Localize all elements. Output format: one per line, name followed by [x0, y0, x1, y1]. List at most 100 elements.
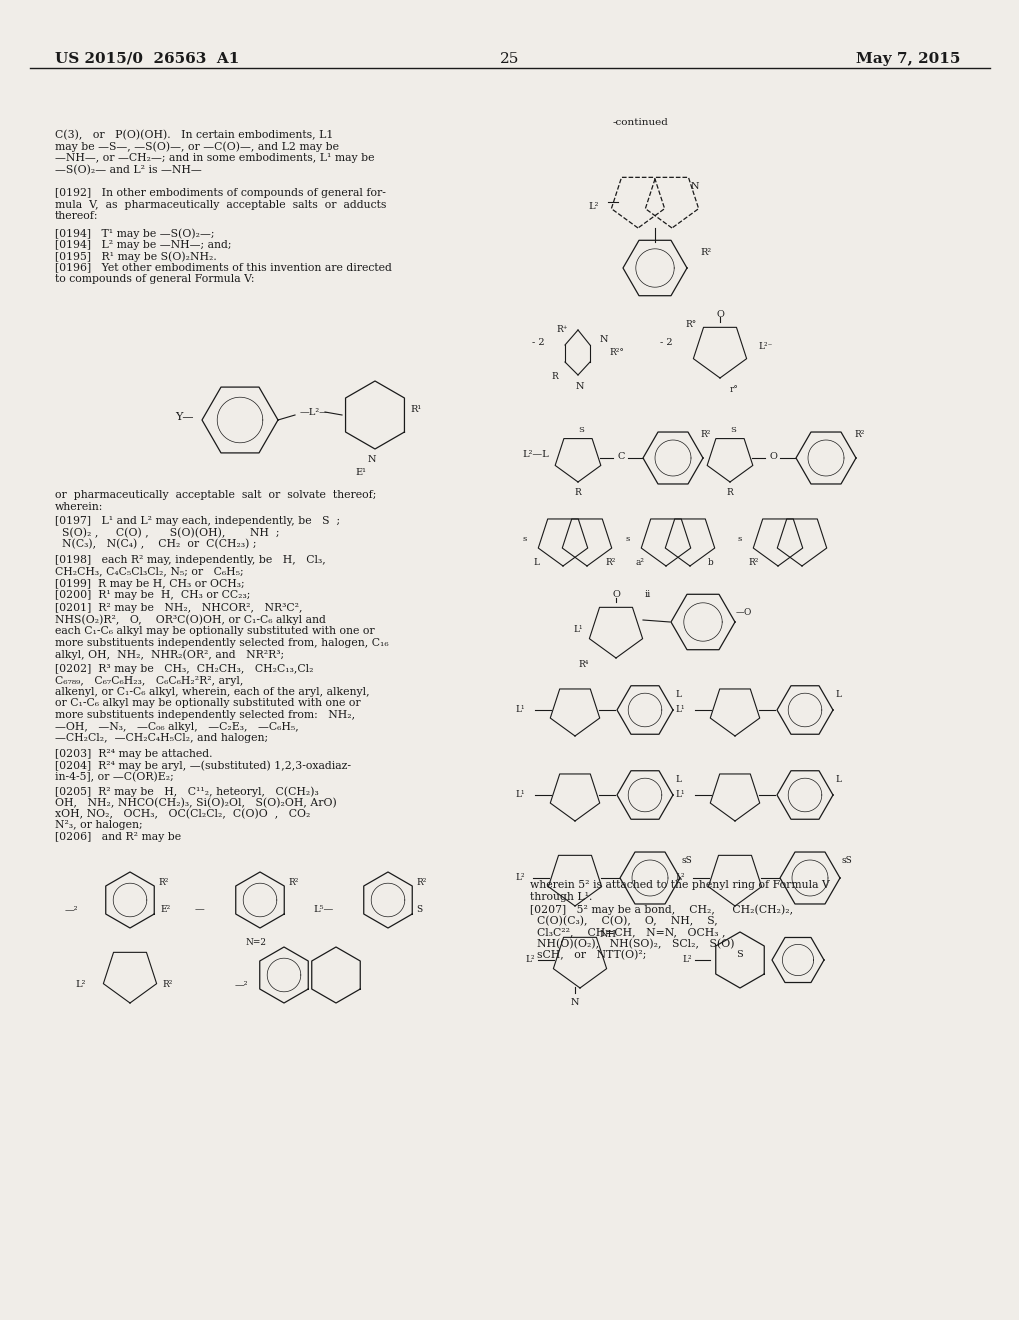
- Text: R²: R²: [158, 878, 168, 887]
- Text: —NH—, or —CH₂—; and in some embodiments, L¹ may be: —NH—, or —CH₂—; and in some embodiments,…: [55, 153, 374, 162]
- Text: sS: sS: [682, 855, 692, 865]
- Text: L¹: L¹: [675, 789, 684, 799]
- Text: s: s: [738, 535, 742, 543]
- Text: wherein 5² is attached to the phenyl ring of Formula V: wherein 5² is attached to the phenyl rin…: [530, 880, 829, 890]
- Text: US 2015/0  26563  A1: US 2015/0 26563 A1: [55, 51, 239, 66]
- Text: sCH,   or   NTT(O)²;: sCH, or NTT(O)²;: [530, 950, 646, 961]
- Text: L²⁻: L²⁻: [757, 342, 771, 351]
- Text: R²: R²: [416, 878, 426, 887]
- Text: N: N: [690, 182, 699, 191]
- Text: R²: R²: [287, 878, 299, 887]
- Text: NHS(O₂)R²,   O,    OR³C(O)OH, or C₁-C₆ alkyl and: NHS(O₂)R², O, OR³C(O)OH, or C₁-C₆ alkyl …: [55, 615, 325, 626]
- Text: O: O: [715, 310, 723, 319]
- Text: —O: —O: [736, 609, 752, 616]
- Text: [0194]   T¹ may be —S(O)₂—;: [0194] T¹ may be —S(O)₂—;: [55, 228, 214, 239]
- Text: —: —: [195, 906, 205, 913]
- Text: alkyl, OH,  NH₂,  NHR₂(OR², and   NR²R³;: alkyl, OH, NH₂, NHR₂(OR², and NR²R³;: [55, 649, 284, 660]
- Text: [0202]  R³ may be   CH₃,  CH₂CH₃,   CH₂C₁₃,Cl₂: [0202] R³ may be CH₃, CH₂CH₃, CH₂C₁₃,Cl₂: [55, 664, 313, 675]
- Text: R°: R°: [685, 319, 696, 329]
- Text: S: S: [416, 906, 422, 913]
- Text: [0195]   R¹ may be S(O)₂NH₂.: [0195] R¹ may be S(O)₂NH₂.: [55, 251, 217, 261]
- Text: through L¹.: through L¹.: [530, 891, 592, 902]
- Text: or C₁-C₆ alkyl may be optionally substituted with one or: or C₁-C₆ alkyl may be optionally substit…: [55, 698, 361, 709]
- Text: NH: NH: [599, 931, 616, 939]
- Text: ii: ii: [644, 590, 650, 599]
- Text: S: S: [730, 426, 735, 434]
- Text: N=2: N=2: [246, 939, 266, 946]
- Text: L²: L²: [588, 202, 598, 211]
- Text: C₆₇₈₉,   C₆₇C₆H₂₃,   C₆C₆H₂²R², aryl,: C₆₇₈₉, C₆₇C₆H₂₃, C₆C₆H₂²R², aryl,: [55, 676, 244, 685]
- Text: —²: —²: [65, 906, 78, 913]
- Text: C: C: [618, 451, 625, 461]
- Text: L: L: [835, 775, 841, 784]
- Text: [0200]  R¹ may be  H,  CH₃ or CC₂₃;: [0200] R¹ may be H, CH₃ or CC₂₃;: [55, 590, 250, 601]
- Text: R²°: R²°: [608, 348, 624, 356]
- Text: L¹: L¹: [515, 789, 524, 799]
- Text: [0205]  R² may be   H,   C¹¹₂, heteoryl,   C(CH₂)₃: [0205] R² may be H, C¹¹₂, heteoryl, C(CH…: [55, 785, 319, 796]
- Text: L: L: [675, 690, 681, 700]
- Text: s: s: [523, 535, 527, 543]
- Text: C(3),   or   P(O)(OH).   In certain embodiments, L1: C(3), or P(O)(OH). In certain embodiment…: [55, 129, 333, 140]
- Text: L⁵—: L⁵—: [313, 906, 333, 913]
- Text: [0197]   L¹ and L² may each, independently, be   S  ;: [0197] L¹ and L² may each, independently…: [55, 516, 339, 525]
- Text: —S(O)₂— and L² is —NH—: —S(O)₂— and L² is —NH—: [55, 165, 202, 174]
- Text: alkenyl, or C₁-C₆ alkyl, wherein, each of the aryl, alkenyl,: alkenyl, or C₁-C₆ alkyl, wherein, each o…: [55, 686, 369, 697]
- Text: May 7, 2015: May 7, 2015: [855, 51, 959, 66]
- Text: more substituents independently selected from:   NH₂,: more substituents independently selected…: [55, 710, 355, 719]
- Text: L²: L²: [675, 873, 684, 882]
- Text: a²: a²: [636, 558, 644, 568]
- Text: L²: L²: [525, 954, 534, 964]
- Text: R: R: [726, 488, 732, 498]
- Text: more substituents independently selected from, halogen, C₁₆: more substituents independently selected…: [55, 638, 388, 648]
- Text: b: b: [707, 558, 713, 568]
- Text: C(O)(C₃),    C(O),    O,    NH,    S,: C(O)(C₃), C(O), O, NH, S,: [530, 916, 717, 925]
- Text: N: N: [576, 381, 584, 391]
- Text: N²₃, or halogen;: N²₃, or halogen;: [55, 821, 143, 830]
- Text: L¹: L¹: [675, 705, 684, 714]
- Text: S: S: [736, 950, 743, 960]
- Text: L: L: [675, 775, 681, 784]
- Text: R¹: R¹: [410, 405, 421, 414]
- Text: [0201]  R² may be   NH₂,   NHCOR²,   NR³C²,: [0201] R² may be NH₂, NHCOR², NR³C²,: [55, 603, 303, 612]
- Text: NH(O)(O₂),   NH(SO)₂,   SCl₂,   S(O): NH(O)(O₂), NH(SO)₂, SCl₂, S(O): [530, 939, 734, 949]
- Text: [0198]   each R² may, independently, be   H,   Cl₃,: [0198] each R² may, independently, be H,…: [55, 554, 325, 565]
- Text: R⁺: R⁺: [555, 325, 567, 334]
- Text: S: S: [578, 426, 583, 434]
- Text: [0206]   and R² may be: [0206] and R² may be: [55, 832, 181, 842]
- Text: R⁴: R⁴: [578, 660, 588, 669]
- Text: R: R: [550, 372, 557, 381]
- Text: N: N: [368, 455, 376, 465]
- Text: L: L: [835, 690, 841, 700]
- Text: - 2: - 2: [659, 338, 672, 347]
- Text: R²: R²: [162, 979, 172, 989]
- Text: CH₂CH₃, C₄C₅Cl₃Cl₂, N₅; or   C₆H₅;: CH₂CH₃, C₄C₅Cl₃Cl₂, N₅; or C₆H₅;: [55, 566, 244, 577]
- Text: L: L: [533, 558, 538, 568]
- Text: mula  V,  as  pharmaceutically  acceptable  salts  or  adducts: mula V, as pharmaceutically acceptable s…: [55, 199, 386, 210]
- Text: [0194]   L² may be —NH—; and;: [0194] L² may be —NH—; and;: [55, 239, 231, 249]
- Text: E²: E²: [160, 906, 170, 913]
- Text: xOH, NO₂,   OCH₃,   OC(Cl₂Cl₂,  C(O)O  ,   CO₂: xOH, NO₂, OCH₃, OC(Cl₂Cl₂, C(O)O , CO₂: [55, 809, 310, 820]
- Text: —CH₂Cl₂,  —CH₂C₄H₅Cl₂, and halogen;: —CH₂Cl₂, —CH₂C₄H₅Cl₂, and halogen;: [55, 733, 268, 743]
- Text: —OH,   —N₃,   —C₀₆ alkyl,   —C₂E₃,   —C₆H₅,: —OH, —N₃, —C₀₆ alkyl, —C₂E₃, —C₆H₅,: [55, 722, 299, 731]
- Text: - 2: - 2: [532, 338, 544, 347]
- Text: or  pharmaceutically  acceptable  salt  or  solvate  thereof;: or pharmaceutically acceptable salt or s…: [55, 490, 376, 500]
- Text: to compounds of general Formula V:: to compounds of general Formula V:: [55, 275, 255, 284]
- Text: L²: L²: [75, 979, 86, 989]
- Text: [0196]   Yet other embodiments of this invention are directed: [0196] Yet other embodiments of this inv…: [55, 263, 391, 272]
- Text: N: N: [599, 335, 608, 345]
- Text: N(C₃),   N(C₄) ,    CH₂  or  C(CH₂₃) ;: N(C₃), N(C₄) , CH₂ or C(CH₂₃) ;: [55, 539, 256, 549]
- Text: R²: R²: [853, 430, 863, 440]
- Text: thereof:: thereof:: [55, 211, 99, 220]
- Text: S(O)₂ ,     C(O) ,      S(O)(OH),       NH  ;: S(O)₂ , C(O) , S(O)(OH), NH ;: [55, 528, 279, 537]
- Text: L²—L: L²—L: [522, 450, 548, 459]
- Text: [0192]   In other embodiments of compounds of general for-: [0192] In other embodiments of compounds…: [55, 187, 385, 198]
- Text: R: R: [574, 488, 580, 498]
- Text: 25: 25: [500, 51, 519, 66]
- Text: N: N: [571, 998, 579, 1007]
- Text: Y—: Y—: [175, 412, 194, 422]
- Text: each C₁-C₆ alkyl may be optionally substituted with one or: each C₁-C₆ alkyl may be optionally subst…: [55, 626, 374, 636]
- Text: OH,   NH₂, NHCO(CH₂)₃, Si(O)₂Ol,   S(O)₂OH, ArO): OH, NH₂, NHCO(CH₂)₃, Si(O)₂Ol, S(O)₂OH, …: [55, 797, 336, 808]
- Text: R²: R²: [699, 248, 710, 257]
- Text: Cl₃C²²,    CH=CH,   N=N,   OCH₃ ,: Cl₃C²², CH=CH, N=N, OCH₃ ,: [530, 927, 725, 937]
- Text: O: O: [611, 590, 620, 599]
